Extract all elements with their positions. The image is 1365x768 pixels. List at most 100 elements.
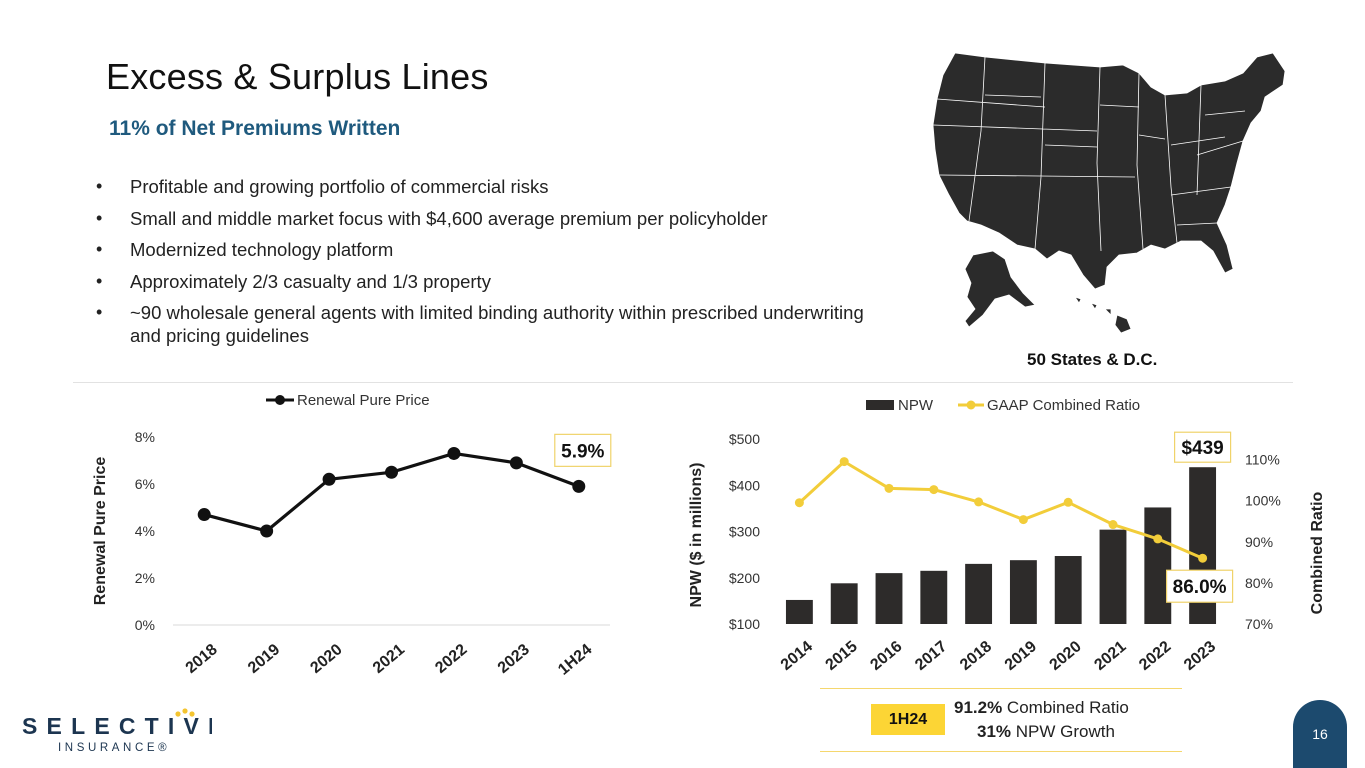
data-point-renewal-pure-price xyxy=(197,508,211,522)
y-axis-label: Renewal Pure Price xyxy=(92,457,109,606)
series-line-combined-ratio xyxy=(798,460,1204,560)
callout-label-renewal-pure-price: 5.9% xyxy=(561,441,604,462)
bar-npw xyxy=(830,583,858,624)
y2-axis-label-combined-ratio: Combined Ratio xyxy=(1309,491,1326,614)
data-point-combined-ratio xyxy=(1153,534,1163,544)
x-tick-label: 2020 xyxy=(1047,638,1085,674)
x-tick-label: 2022 xyxy=(432,641,470,677)
summary-line-npw-growth: 31% NPW Growth xyxy=(977,722,1115,742)
y-tick-label: 0% xyxy=(135,617,155,633)
callout-box-npw xyxy=(1174,431,1232,463)
bar-npw xyxy=(965,563,993,624)
y-tick-label-npw: $400 xyxy=(729,477,760,493)
data-point-renewal-pure-price xyxy=(260,524,274,538)
data-point-renewal-pure-price xyxy=(322,472,336,486)
bullet-item: ~90 wholesale general agents with limite… xyxy=(96,301,876,347)
map-caption: 50 States & D.C. xyxy=(1027,350,1158,369)
y2-tick-label-combined-ratio: 110% xyxy=(1245,452,1280,468)
data-point-renewal-pure-price xyxy=(385,465,398,479)
legend-label-combined-ratio: GAAP Combined Ratio xyxy=(987,397,1140,414)
summary-combined-ratio-label: Combined Ratio xyxy=(1002,698,1129,717)
data-point-combined-ratio xyxy=(929,485,939,495)
legend-marker-renewal-pure-price xyxy=(275,395,285,405)
y2-tick-label-combined-ratio: 90% xyxy=(1245,534,1273,550)
x-tick-label: 2018 xyxy=(183,641,221,677)
bar-npw xyxy=(785,599,813,624)
y2-tick-label-combined-ratio: 100% xyxy=(1245,493,1281,509)
bar-npw xyxy=(1009,560,1037,624)
x-tick-label: 2016 xyxy=(867,638,905,674)
y-axis-label-npw: NPW ($ in millions) xyxy=(688,463,705,608)
data-point-renewal-pure-price xyxy=(509,456,523,470)
bullet-item: Modernized technology platform xyxy=(96,238,876,261)
summary-line-combined-ratio: 91.2% Combined Ratio xyxy=(954,698,1129,718)
x-tick-label: 2022 xyxy=(1136,638,1174,674)
callout-box-combined-ratio xyxy=(1166,569,1234,603)
bullet-item: Small and middle market focus with $4,60… xyxy=(96,207,876,230)
data-point-combined-ratio xyxy=(1198,553,1208,563)
bar-npw xyxy=(1144,507,1172,624)
y2-tick-label-combined-ratio: 80% xyxy=(1245,575,1273,591)
y-tick-label: 2% xyxy=(135,570,155,586)
data-point-combined-ratio xyxy=(1063,497,1073,507)
summary-combined-ratio-value: 91.2% xyxy=(954,698,1003,717)
x-tick-label: 2021 xyxy=(370,641,408,677)
y-tick-label: 6% xyxy=(135,476,155,492)
bar-npw xyxy=(920,570,948,624)
bar-npw xyxy=(1054,556,1082,624)
legend-marker-combined-ratio xyxy=(966,400,976,410)
page-title: Excess & Surplus Lines xyxy=(106,56,489,97)
data-point-combined-ratio xyxy=(1018,515,1028,525)
legend-swatch-npw xyxy=(866,400,894,410)
logo-wordmark: SELECTIVE xyxy=(22,713,212,739)
x-tick-label: 2023 xyxy=(495,641,533,677)
callout-box-renewal-pure-price xyxy=(554,433,612,467)
x-tick-label: 2023 xyxy=(1181,638,1219,674)
y-tick-label-npw: $100 xyxy=(729,616,760,632)
callout-label-npw: $439 xyxy=(1181,438,1223,459)
y-tick-label: 8% xyxy=(135,429,155,445)
us-map-icon xyxy=(925,45,1305,340)
x-tick-label: 2019 xyxy=(245,641,283,677)
x-tick-label: 2018 xyxy=(957,638,995,674)
legend-label-renewal-pure-price: Renewal Pure Price xyxy=(297,392,430,409)
x-tick-label: 2017 xyxy=(912,638,950,674)
legend-label-npw: NPW xyxy=(898,397,934,414)
summary-npw-growth-value: 31% xyxy=(977,722,1012,741)
data-point-combined-ratio xyxy=(884,483,894,493)
y-tick-label-npw: $200 xyxy=(729,570,760,586)
renewal-pure-price-chart: Renewal Pure Price Renewal Pure Price 0% 2%… xyxy=(92,392,612,679)
y-tick-label-npw: $500 xyxy=(729,431,760,447)
selective-logo: SELECTIVE INSURANCE® xyxy=(22,708,212,754)
bar-npw xyxy=(1099,529,1127,624)
data-point-renewal-pure-price xyxy=(572,479,586,493)
page-number: 16 xyxy=(1293,700,1347,768)
summary-strip xyxy=(820,688,1182,752)
data-point-combined-ratio xyxy=(1108,520,1118,530)
y2-tick-label-combined-ratio: 70% xyxy=(1245,616,1273,632)
logo-dots-icon xyxy=(175,708,195,717)
x-tick-label: 2019 xyxy=(1002,638,1040,674)
bullet-item: Profitable and growing portfolio of comm… xyxy=(96,175,876,198)
npw-combined-ratio-chart: NPW GAAP Combined Ratio NPW ($ in millions… xyxy=(688,397,1326,674)
bar-npw xyxy=(875,573,903,624)
bullet-item: Approximately 2/3 casualty and 1/3 prope… xyxy=(96,270,876,293)
x-tick-label: 1H24 xyxy=(555,641,595,679)
summary-npw-growth-label: NPW Growth xyxy=(1011,722,1115,741)
x-tick-label: 2021 xyxy=(1091,638,1129,674)
series-line-renewal-pure-price xyxy=(203,451,580,533)
x-tick-label: 2020 xyxy=(307,641,345,677)
logo-subtext: INSURANCE® xyxy=(58,742,170,754)
data-point-combined-ratio xyxy=(974,497,984,507)
y-tick-label: 4% xyxy=(135,523,155,539)
page-subtitle: 11% of Net Premiums Written xyxy=(109,117,401,140)
data-point-combined-ratio xyxy=(794,498,804,508)
data-point-renewal-pure-price xyxy=(447,446,461,460)
section-divider xyxy=(73,382,1293,383)
data-point-combined-ratio xyxy=(839,457,849,467)
x-tick-label: 2014 xyxy=(778,638,816,674)
x-tick-label: 2015 xyxy=(823,638,861,674)
y-tick-label-npw: $300 xyxy=(729,524,760,540)
bullet-list: Profitable and growing portfolio of comm… xyxy=(96,175,876,356)
summary-tag: 1H24 xyxy=(871,704,945,735)
